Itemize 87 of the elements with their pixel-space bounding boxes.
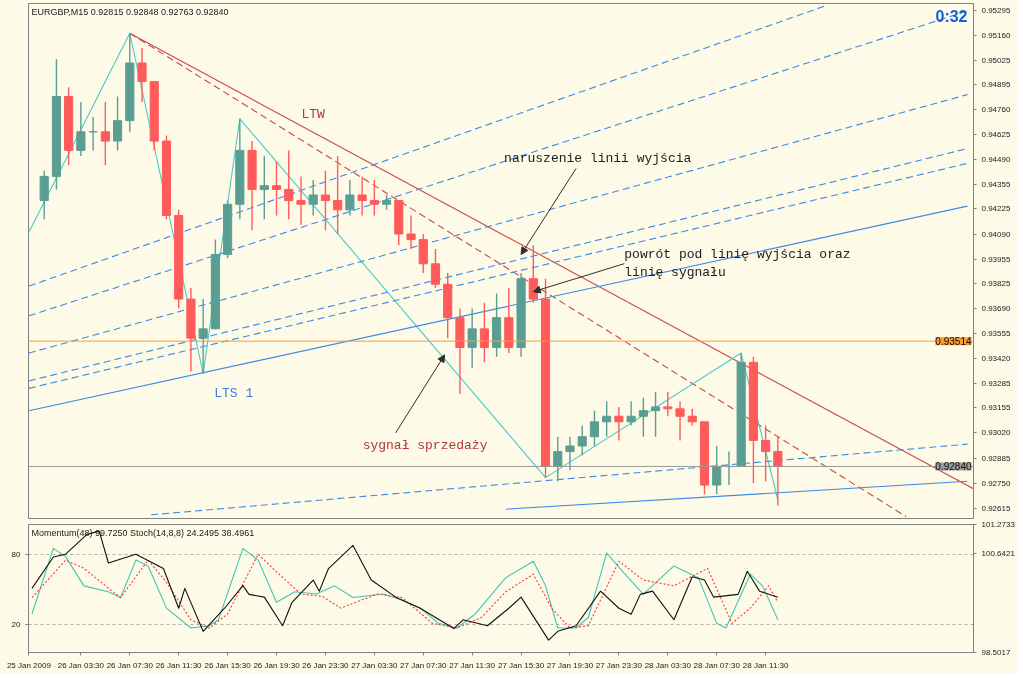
y2-tick-label: 101.2733 [981,520,1016,529]
candlestick [76,101,86,157]
y-tick-label: 0.95160 [981,30,1011,40]
y-tick-label: 0.95025 [981,55,1011,65]
x-tick-label: 27 Jan 19:30 [546,660,594,670]
x-tick-label: 28 Jan 11:30 [742,660,790,670]
x-tick-label: 26 Jan 11:30 [155,660,203,670]
x-tick-label: 27 Jan 23:30 [595,660,643,670]
y-tick-label: 0.93825 [981,278,1011,288]
y-tick-label: 0.93555 [981,329,1011,339]
candlestick [565,435,575,471]
x-tick-label: 26 Jan 15:30 [204,660,252,670]
candlestick [271,160,282,217]
candlestick [638,396,648,438]
ref-line-label: 0.92840 [935,461,972,473]
y-tick-label: 0.93690 [981,303,1011,313]
y-tick-label: 20 [11,620,22,630]
candlestick [614,406,624,442]
annotation: LTW [301,106,326,122]
y-tick-label: 0.93020 [981,428,1011,438]
x-tick-label: 25 Jan 2009 [6,660,52,670]
annotation: LTS 1 [214,386,254,402]
y-tick-label: 0.93955 [981,254,1011,264]
candlestick [296,175,306,226]
y-tick-label: 0.92615 [981,503,1011,513]
x-tick-label: 28 Jan 07:30 [693,660,741,670]
candlestick [369,179,379,217]
y2-tick-label: 98.5017 [981,648,1011,657]
y-tick-label: 0.93285 [981,379,1011,389]
x-tick-label: 27 Jan 07:30 [400,660,447,670]
y-tick-label: 0.94490 [981,155,1011,165]
candlestick [675,400,685,442]
x-tick-label: 27 Jan 03:30 [351,660,399,670]
x-tick-label: 26 Jan 03:30 [57,660,105,670]
candlestick [651,391,661,438]
annotation: sygnał sprzedaży [362,437,488,453]
candlestick [602,400,612,438]
ref-line-label: 0.93514 [935,336,972,348]
candlestick [100,101,110,166]
y-tick-label: 0.95295 [981,5,1011,15]
line-series [31,530,779,641]
candlestick [712,445,722,496]
chart-title: EURGBP,M15 0.92815 0.92848 0.92763 0.92840 [31,6,229,17]
y2-tick-label: 100.6421 [981,549,1016,559]
y-tick-label: 0.94225 [981,204,1011,214]
candlestick [663,391,673,417]
candlestick [198,298,208,375]
x-tick-label: 26 Jan 07:30 [106,660,154,670]
x-tick-label: 27 Jan 15:30 [497,660,545,670]
candlestick [137,47,147,103]
candlestick [259,155,269,220]
y-tick-label: 0.93155 [981,403,1011,413]
chart-title: Momentum(48) 99.7250 Stoch(14,8,8) 24.2495 38.4961 [31,527,255,538]
candlestick [626,400,636,427]
y-tick-label: 0.92750 [981,478,1011,488]
y-tick-label: 0.92885 [981,453,1011,463]
candlestick [761,424,771,483]
y-tick-label: 0.94760 [981,104,1011,114]
y-tick-label: 0.94355 [981,180,1011,190]
y-tick-label: 0.94625 [981,130,1011,140]
candlestick [112,95,123,152]
candlestick [320,170,331,232]
candlestick [333,155,343,235]
candlestick [479,302,489,364]
candlestick [773,435,783,507]
y-tick-label: 0.93420 [981,354,1011,364]
candlestick [430,248,441,289]
candlestick [467,307,477,369]
y-tick-label: 80 [11,549,22,559]
x-tick-label: 27 Jan 11:30 [449,660,496,670]
candlestick [345,179,355,217]
annotation: 0:32 [935,7,968,25]
x-tick-label: 26 Jan 19:30 [253,660,301,670]
candlestick [553,435,563,483]
y-tick-label: 0.94090 [981,229,1011,239]
candlestick [577,424,587,456]
candlestick [357,175,367,217]
x-tick-label: 28 Jan 03:30 [644,660,692,670]
annotation: powrót pod linię wyjścia oraz linię sygnału [624,246,851,281]
candlestick [528,244,538,304]
annotation: naruszenie linii wyjścia [504,151,692,167]
y-tick-label: 0.94895 [981,79,1011,89]
candlestick [284,149,294,220]
candlestick [406,214,416,250]
candlestick [308,179,318,217]
candlestick [589,409,600,447]
x-tick-label: 26 Jan 23:30 [302,660,350,670]
